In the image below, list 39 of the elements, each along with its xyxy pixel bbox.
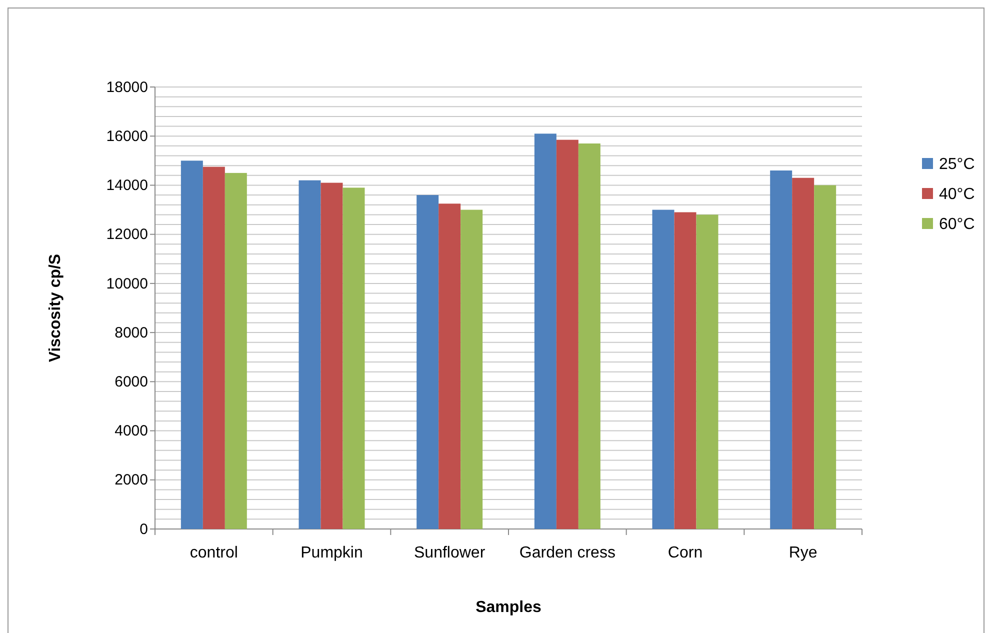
bar <box>534 134 556 529</box>
y-tick-label: 16000 <box>106 128 148 145</box>
y-tick-label: 4000 <box>114 422 148 440</box>
y-tick-label: 18000 <box>106 78 148 96</box>
y-tick-label: 2000 <box>114 472 148 489</box>
bar <box>792 178 814 529</box>
bar <box>342 188 365 529</box>
x-axis-title: Samples <box>476 599 542 616</box>
x-tick-label: Pumpkin <box>300 544 363 562</box>
x-tick-label: Corn <box>668 544 703 562</box>
bar <box>180 160 203 529</box>
y-tick-label: 10000 <box>106 275 148 292</box>
legend-label: 60°C <box>939 216 975 233</box>
x-tick-label: Rye <box>788 544 818 562</box>
bar <box>556 140 578 529</box>
y-tick-label: 6000 <box>114 373 148 390</box>
y-axis-title: Viscosity cp/S <box>47 254 64 362</box>
y-tick-label: 0 <box>140 520 148 538</box>
bar <box>696 214 718 529</box>
y-tick-label: 8000 <box>114 324 148 342</box>
bar <box>652 210 674 529</box>
bar <box>224 172 247 529</box>
bar <box>460 210 483 529</box>
bar <box>438 204 461 529</box>
bar <box>320 182 343 529</box>
bar <box>416 195 439 529</box>
y-tick-label: 14000 <box>106 177 148 194</box>
legend-label: 25°C <box>939 156 975 173</box>
bar <box>202 166 225 529</box>
x-tick-label: Garden cress <box>519 544 616 562</box>
bar <box>578 143 600 529</box>
y-tick-label: 12000 <box>106 226 148 244</box>
bar <box>674 212 696 529</box>
bar <box>770 170 792 529</box>
x-tick-label: Sunflower <box>414 544 486 562</box>
bar <box>298 180 321 529</box>
x-tick-label: control <box>190 544 238 562</box>
legend-label: 40°C <box>939 186 975 203</box>
bar <box>814 185 836 529</box>
